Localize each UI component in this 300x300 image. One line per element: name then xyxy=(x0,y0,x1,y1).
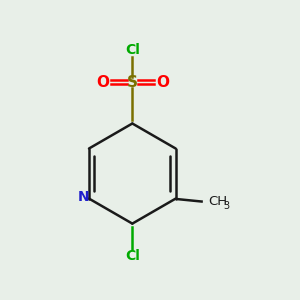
Text: CH: CH xyxy=(208,195,227,208)
Text: O: O xyxy=(96,75,109,90)
Text: O: O xyxy=(156,75,169,90)
Text: N: N xyxy=(78,190,89,204)
Text: Cl: Cl xyxy=(125,43,140,57)
Text: Cl: Cl xyxy=(125,249,140,263)
Text: 3: 3 xyxy=(224,201,230,211)
Text: S: S xyxy=(127,75,138,90)
